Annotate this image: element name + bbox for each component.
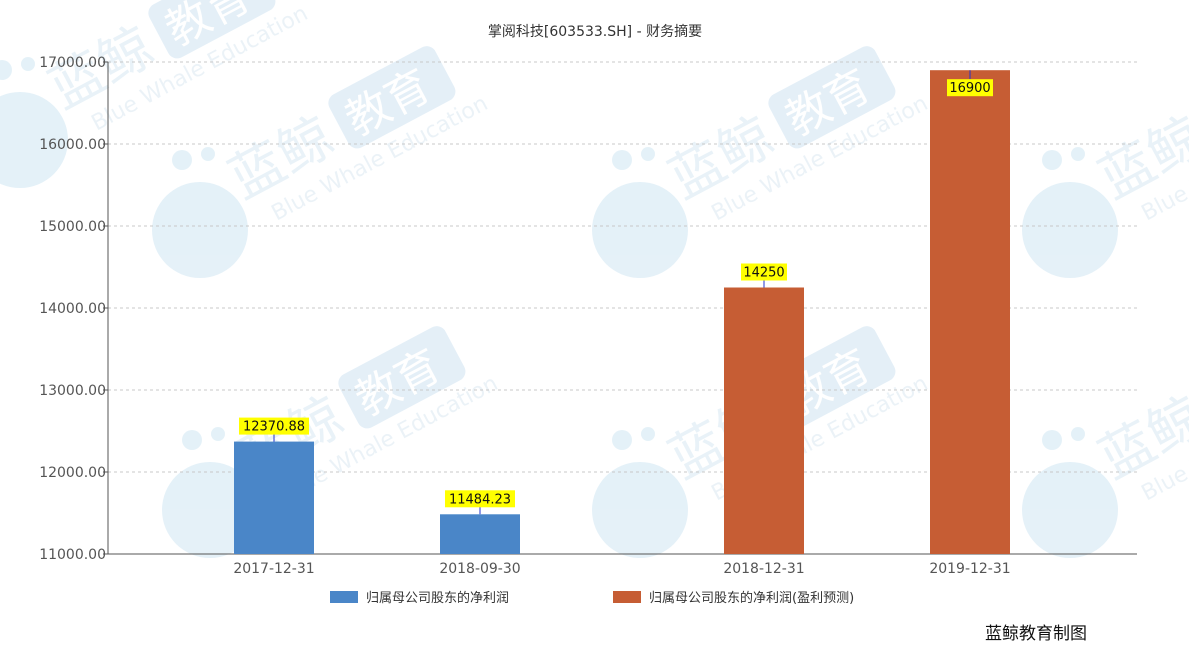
whale-icon bbox=[1022, 182, 1118, 278]
watermark-badge bbox=[768, 46, 896, 149]
legend: 归属母公司股东的净利润 归属母公司股东的净利润(盈利预测) bbox=[330, 590, 854, 606]
whale-spout-icon bbox=[0, 60, 12, 80]
whale-icon bbox=[0, 92, 68, 188]
legend-label: 归属母公司股东的净利润 bbox=[366, 590, 509, 606]
data-label-box bbox=[741, 263, 787, 281]
whale-icon bbox=[592, 182, 688, 278]
whale-spout-icon bbox=[21, 57, 35, 71]
bar bbox=[930, 70, 1010, 554]
y-tick-label: 17000.00 bbox=[39, 55, 106, 71]
y-tick-label: 14000.00 bbox=[39, 301, 106, 317]
watermark-badge bbox=[328, 46, 456, 149]
whale-spout-icon bbox=[182, 430, 202, 450]
x-tick-label: 2017-12-31 bbox=[233, 561, 314, 577]
whale-spout-icon bbox=[612, 430, 632, 450]
chart-title: 掌阅科技[603533.SH] - 财务摘要 bbox=[488, 23, 702, 40]
legend-label: 归属母公司股东的净利润(盈利预测) bbox=[649, 590, 854, 606]
data-label: 12370.88 bbox=[243, 420, 305, 435]
bar bbox=[234, 441, 314, 554]
bars bbox=[234, 70, 1010, 554]
data-label-box bbox=[445, 490, 515, 508]
legend-swatch bbox=[613, 591, 641, 603]
watermark-badge bbox=[148, 0, 276, 59]
y-tick-label: 11000.00 bbox=[39, 547, 106, 563]
whale-spout-icon bbox=[641, 147, 655, 161]
whale-spout-icon bbox=[1042, 430, 1062, 450]
data-label-box bbox=[947, 79, 993, 97]
y-tick-label: 15000.00 bbox=[39, 219, 106, 235]
whale-icon bbox=[592, 462, 688, 558]
whale-spout-icon bbox=[1042, 150, 1062, 170]
whale-spout-icon bbox=[201, 147, 215, 161]
bar bbox=[440, 514, 520, 554]
y-tick-label: 12000.00 bbox=[39, 465, 106, 481]
axes: 11000.00 12000.00 13000.00 14000.00 15000.00… bbox=[39, 55, 1137, 577]
data-label-box bbox=[239, 417, 309, 435]
y-tick-label: 13000.00 bbox=[39, 383, 106, 399]
whale-spout-icon bbox=[612, 150, 632, 170]
data-label: 14250 bbox=[743, 266, 784, 281]
whale-icon bbox=[1022, 462, 1118, 558]
whale-icon bbox=[152, 182, 248, 278]
whale-spout-icon bbox=[641, 427, 655, 441]
data-labels: 12370.88 11484.23 14250 16900 bbox=[239, 70, 993, 515]
credit-text: 蓝鲸教育制图 bbox=[985, 624, 1087, 644]
x-tick-label: 2018-12-31 bbox=[723, 561, 804, 577]
bar bbox=[724, 287, 804, 554]
whale-spout-icon bbox=[1071, 427, 1085, 441]
whale-spout-icon bbox=[211, 427, 225, 441]
whale-spout-icon bbox=[172, 150, 192, 170]
data-label: 11484.23 bbox=[449, 492, 511, 507]
legend-swatch bbox=[330, 591, 358, 603]
data-label: 16900 bbox=[949, 81, 990, 96]
watermark-badge bbox=[338, 326, 466, 429]
x-tick-label: 2018-09-30 bbox=[439, 561, 520, 577]
y-tick-label: 16000.00 bbox=[39, 137, 106, 153]
x-tick-label: 2019-12-31 bbox=[929, 561, 1010, 577]
whale-spout-icon bbox=[1071, 147, 1085, 161]
